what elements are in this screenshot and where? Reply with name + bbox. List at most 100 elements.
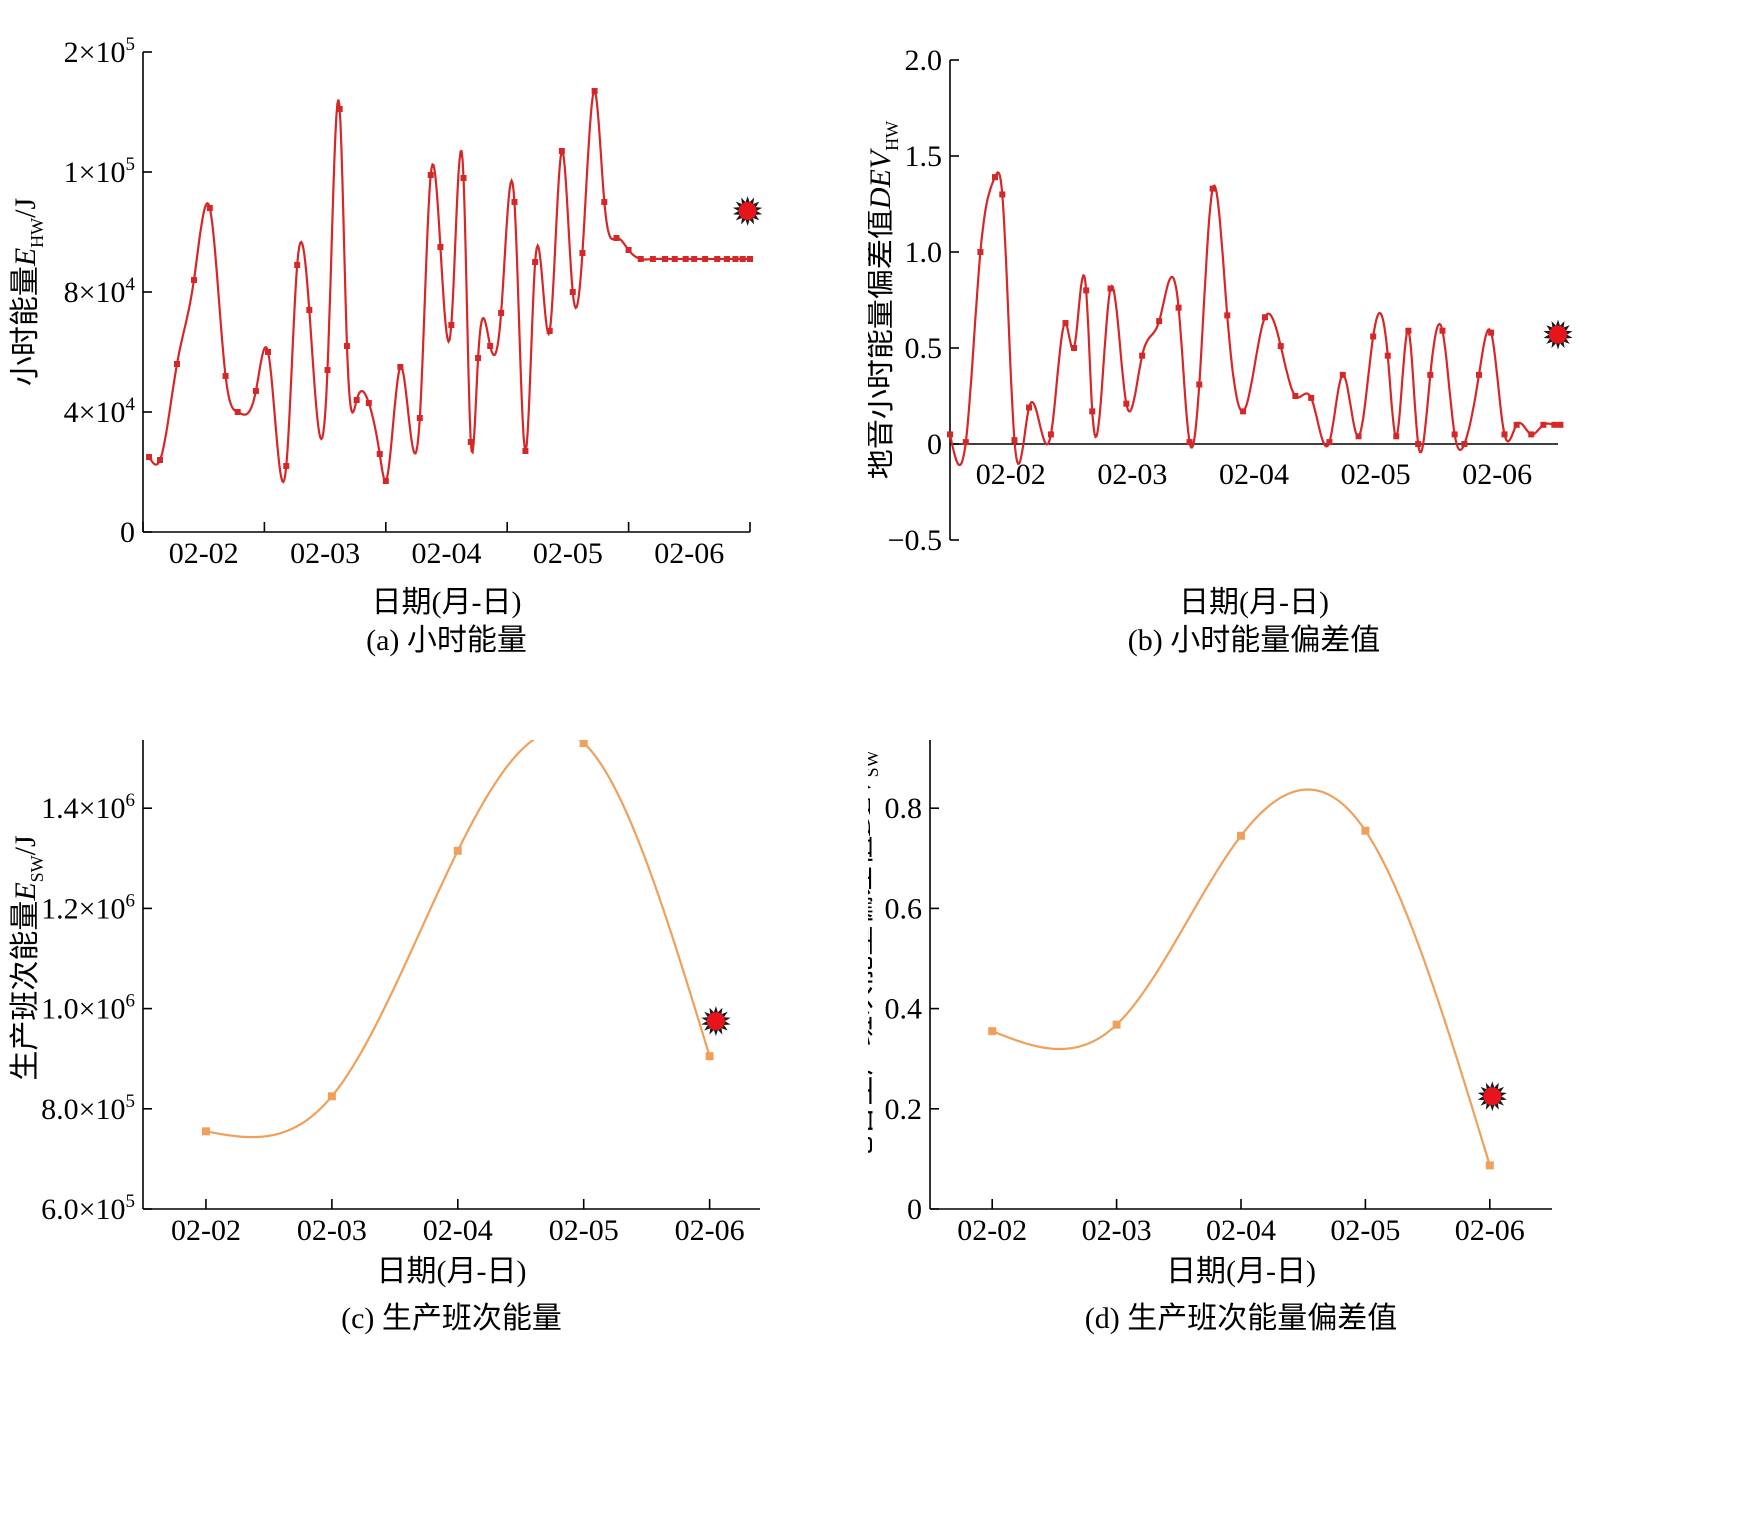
data-point [1370, 333, 1377, 340]
y-tick-label: 0 [120, 516, 135, 549]
y-axis-label: 小时能量EHW/J [9, 198, 47, 387]
y-tick-label-text: 0.5 [905, 332, 943, 365]
series-line [948, 171, 1561, 467]
data-point [173, 361, 180, 367]
y-tick-label-exponent: 6 [126, 991, 136, 1012]
anomaly-marker [738, 202, 757, 220]
data-point [306, 307, 313, 313]
data-point [1557, 421, 1564, 428]
y-tick-label-text: 0.8 [885, 792, 923, 825]
data-point [1196, 381, 1203, 388]
y-tick-label: 1.2×106 [41, 890, 135, 925]
y-tick-label: 8.0×105 [41, 1091, 135, 1126]
chart-caption: (d) 生产班次能量偏差值 [1085, 1302, 1397, 1335]
anomaly-marker [1549, 325, 1567, 344]
data-point [691, 256, 698, 262]
x-axis-label: 日期(月-日) [372, 586, 522, 619]
x-tick-label: 02-06 [1462, 458, 1532, 491]
data-point [1240, 408, 1247, 415]
data-point [649, 256, 656, 262]
data-point [1405, 327, 1412, 334]
data-point [1224, 312, 1231, 319]
y-tick-label-text: 8.0×10 [41, 1093, 125, 1126]
y-tick-label: 0.4 [885, 993, 923, 1026]
data-point [1261, 314, 1268, 321]
chart-panel-d: 00.20.40.60.81.002-0202-0302-0402-0502-0… [844, 692, 1737, 1511]
y-tick-label-text: 1.5 [905, 140, 943, 173]
data-point [1339, 371, 1346, 378]
y-axis-label: 生产班次能量ESW/J [9, 835, 47, 1081]
x-tick-label: 02-03 [290, 537, 360, 570]
y-tick-label-text: 8×10 [64, 276, 126, 309]
data-point [222, 373, 229, 379]
data-point [723, 256, 730, 262]
data-point [1451, 431, 1458, 438]
data-point [487, 343, 494, 349]
data-point [327, 1092, 336, 1101]
y-tick-label-text: 0 [927, 428, 942, 461]
data-point [1277, 343, 1284, 350]
data-point [1237, 831, 1245, 840]
y-tick-label-text: 4×10 [64, 396, 126, 429]
data-point [460, 175, 467, 181]
data-point [511, 199, 518, 205]
data-point [475, 355, 482, 361]
y-tick-label-text: 0.4 [885, 993, 923, 1026]
data-point [146, 454, 153, 460]
x-tick-label: 02-03 [297, 1214, 367, 1247]
data-point [601, 199, 608, 205]
data-point [156, 457, 163, 463]
data-point [324, 367, 331, 373]
chart-caption: (c) 生产班次能量 [341, 1302, 562, 1335]
data-point [977, 249, 984, 255]
data-point [1026, 404, 1033, 411]
y-tick-label-text: 0 [120, 516, 135, 549]
chart-panel-c: 6.0×1058.0×1051.0×1061.2×1061.4×1061.6×1… [0, 690, 868, 1511]
x-axis-label: 日期(月-日) [1179, 586, 1329, 619]
data-point [336, 106, 343, 112]
chart-caption: (b) 小时能量偏差值 [1128, 624, 1380, 657]
x-tick-label: 02-02 [976, 458, 1046, 491]
data-point [747, 256, 753, 262]
x-axis-label: 日期(月-日) [1166, 1255, 1316, 1288]
x-tick-label: 02-04 [412, 537, 482, 570]
x-tick-label: 02-05 [549, 1214, 619, 1247]
data-point [1427, 371, 1434, 378]
y-tick-label: 0.8 [885, 792, 923, 825]
y-tick-label-text: 1.2×10 [41, 892, 125, 925]
data-point [591, 88, 598, 94]
y-tick-label-exponent: 6 [126, 890, 136, 911]
y-axis-label-unit: /J [9, 835, 42, 855]
data-point [569, 289, 576, 295]
series-line [205, 730, 711, 1139]
chart-panel-b: −0.5 0 0.5 1.0 1.5 2.0 02-02 02-03 02-04 02-05 02-… [864, 0, 1737, 740]
y-axis-label-unit: /J [9, 198, 42, 218]
y-axis-label-symbol: E [9, 882, 42, 901]
x-tick-label: 02-05 [533, 537, 603, 570]
data-point [453, 846, 462, 855]
y-tick-label-text: 1.0 [905, 236, 943, 269]
y-tick-label: 1.0 [905, 236, 943, 269]
x-tick-label: 02-02 [957, 1214, 1027, 1247]
data-point [283, 463, 290, 469]
y-tick-label-exponent: 5 [126, 1191, 136, 1212]
x-tick-label: 02-05 [1330, 1214, 1400, 1247]
data-point [999, 191, 1006, 198]
data-point [437, 244, 444, 250]
chart-b-svg: −0.5 0 0.5 1.0 1.5 2.0 02-02 02-03 02-04 02-05 02-… [864, 44, 1573, 657]
chart-d-svg: 00.20.40.60.81.002-0202-0302-0402-0502-0… [844, 692, 1552, 1335]
data-point [991, 174, 998, 181]
data-point [947, 431, 953, 438]
data-point [1326, 439, 1333, 446]
y-axis-label-subscript: SW [868, 750, 882, 777]
data-point [1089, 408, 1096, 415]
data-point [1513, 421, 1520, 428]
data-point [613, 235, 620, 241]
data-point [416, 415, 423, 421]
data-point [1415, 441, 1422, 447]
data-point [234, 409, 241, 415]
y-tick-label-exponent: 6 [126, 790, 136, 811]
x-tick-label: 02-03 [1082, 1214, 1152, 1247]
y-tick-label-text: −0.5 [888, 524, 942, 557]
